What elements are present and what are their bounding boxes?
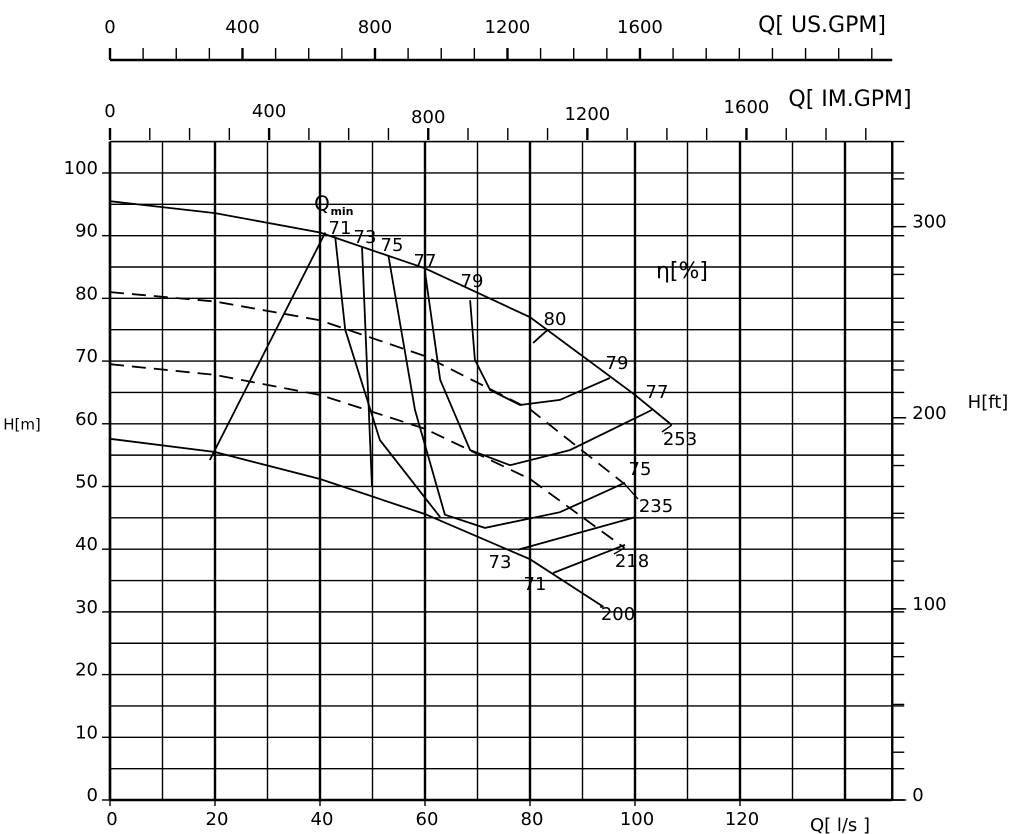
y2-axis-label: H[ft] xyxy=(968,392,1009,413)
y-tick-label: 70 xyxy=(75,346,98,367)
y-tick-label: 50 xyxy=(75,471,98,492)
top-tick-label: 800 xyxy=(358,17,392,38)
qmin-line xyxy=(208,232,327,461)
efficiency-curve-label: 75 xyxy=(381,235,404,256)
efficiency-curve xyxy=(469,300,611,406)
efficiency-curve xyxy=(532,329,549,344)
efficiency-curve-label: 79 xyxy=(606,353,629,374)
leader-line xyxy=(613,547,625,555)
y-tick-label: 40 xyxy=(75,534,98,555)
head-curve xyxy=(109,437,604,608)
top-axis-label: Q[ US.GPM] xyxy=(758,13,886,38)
efficiency-curve-label: 80 xyxy=(544,309,567,330)
efficiency-curve xyxy=(387,254,626,529)
efficiency-curve xyxy=(424,271,653,467)
leader-line xyxy=(661,424,673,433)
top-tick-label: 0 xyxy=(104,101,115,122)
y2-tick-label: 100 xyxy=(912,594,946,615)
y-tick-label: 0 xyxy=(87,785,98,806)
efficiency-curve-label: 73 xyxy=(354,227,377,248)
efficiency-curve-label: 73 xyxy=(489,552,512,573)
y2-tick-label: 300 xyxy=(912,212,946,233)
x-tick-label: 100 xyxy=(620,809,654,830)
x-tick-label: 40 xyxy=(311,809,334,830)
x-axis-label: Q[ l/s ] xyxy=(810,815,870,834)
x-tick-label: 120 xyxy=(725,809,759,830)
head-curve xyxy=(109,291,626,485)
y-tick-label: 60 xyxy=(75,409,98,430)
head-curve-label: 200 xyxy=(601,604,635,625)
qmin-label: Q xyxy=(314,192,330,216)
head-curve xyxy=(109,363,626,549)
top-tick-label: 0 xyxy=(104,17,115,38)
top-tick-label: 400 xyxy=(225,17,259,38)
efficiency-curve xyxy=(361,246,636,551)
efficiency-curve-label: 77 xyxy=(646,382,669,403)
top-tick-label: 400 xyxy=(252,101,286,122)
qmin-subscript: min xyxy=(330,205,353,218)
head-curve-label: 253 xyxy=(663,429,697,450)
y-tick-label: 80 xyxy=(75,283,98,304)
top-axis-label: Q[ IM.GPM] xyxy=(788,87,911,112)
y-tick-label: 90 xyxy=(75,221,98,242)
efficiency-curve xyxy=(334,236,626,574)
efficiency-curve-label: 75 xyxy=(629,459,652,480)
head-curve xyxy=(109,200,673,426)
y2-tick-label: 200 xyxy=(912,403,946,424)
efficiency-curve-label: 71 xyxy=(524,574,547,595)
head-curve-label: 235 xyxy=(639,496,673,517)
efficiency-curve-label: 71 xyxy=(329,218,352,239)
efficiency-label: η[%] xyxy=(656,259,708,284)
efficiency-curve-label: 77 xyxy=(414,251,437,272)
y-tick-label: 100 xyxy=(64,158,98,179)
y-tick-label: 20 xyxy=(75,660,98,681)
efficiency-curve-label: 79 xyxy=(461,271,484,292)
top-tick-label: 1600 xyxy=(617,17,663,38)
top-tick-label: 1200 xyxy=(485,17,531,38)
x-tick-label: 0 xyxy=(106,809,117,830)
top-tick-label: 1600 xyxy=(724,97,770,118)
y-tick-label: 10 xyxy=(75,722,98,743)
head-curve-label: 218 xyxy=(615,551,649,572)
y-axis-label: H[m] xyxy=(3,416,41,434)
y2-tick-label: 0 xyxy=(912,785,923,806)
top-tick-label: 800 xyxy=(411,107,445,128)
x-tick-label: 60 xyxy=(416,809,439,830)
y-tick-label: 30 xyxy=(75,597,98,618)
top-tick-label: 1200 xyxy=(564,104,610,125)
leader-line xyxy=(623,483,639,500)
x-tick-label: 80 xyxy=(521,809,544,830)
x-tick-label: 20 xyxy=(206,809,229,830)
